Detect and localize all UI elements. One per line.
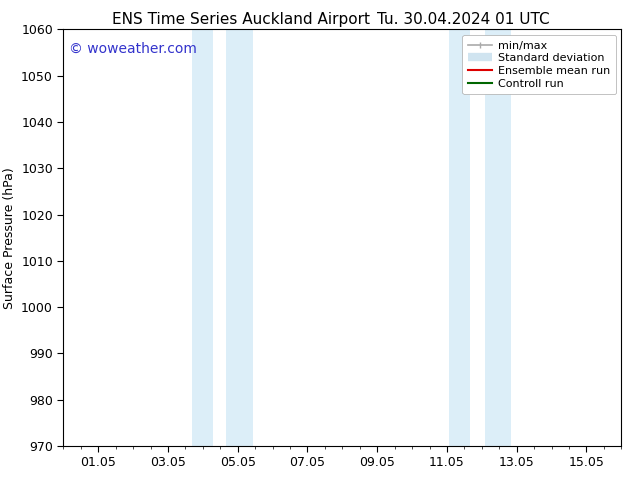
Text: ENS Time Series Auckland Airport: ENS Time Series Auckland Airport [112,12,370,27]
Text: Tu. 30.04.2024 01 UTC: Tu. 30.04.2024 01 UTC [377,12,549,27]
Bar [193,29,213,446]
Bar [449,29,470,446]
Y-axis label: Surface Pressure (hPa): Surface Pressure (hPa) [3,167,16,309]
Bar [486,29,512,446]
Bar [226,29,254,446]
Legend: min/max, Standard deviation, Ensemble mean run, Controll run: min/max, Standard deviation, Ensemble me… [462,35,616,95]
Text: © woweather.com: © woweather.com [69,42,197,56]
